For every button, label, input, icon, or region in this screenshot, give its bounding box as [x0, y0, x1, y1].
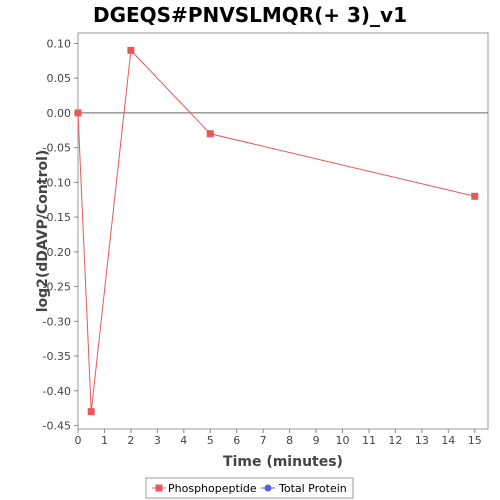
x-tick-label: 14 — [441, 434, 455, 447]
y-tick-label: -0.15 — [43, 211, 71, 224]
x-tick-label: 9 — [313, 434, 320, 447]
legend-label: Phosphopeptide — [168, 482, 257, 495]
legend-label: Total Protein — [278, 482, 347, 495]
y-tick-label: -0.40 — [43, 385, 71, 398]
x-tick-label: 6 — [233, 434, 240, 447]
legend-marker-square — [155, 484, 163, 492]
y-axis-label: log2(dDAVP/Control) — [35, 150, 51, 313]
data-point — [471, 192, 479, 200]
y-tick-label: -0.25 — [43, 281, 71, 294]
x-tick-label: 0 — [75, 434, 82, 447]
x-tick-label: 2 — [127, 434, 134, 447]
y-tick-label: -0.20 — [43, 246, 71, 259]
y-tick-label: 0.10 — [47, 37, 72, 50]
y-tick-label: -0.30 — [43, 315, 71, 328]
chart-title: DGEQS#PNVSLMQR(+ 3)_v1 — [93, 3, 407, 27]
x-tick-label: 1 — [101, 434, 108, 447]
x-axis-label: Time (minutes) — [223, 454, 343, 470]
y-tick-label: -0.10 — [43, 176, 71, 189]
x-axis: 0 1 2 3 4 5 6 7 8 9 10 11 12 13 14 15 — [75, 429, 482, 447]
x-tick-label: 7 — [260, 434, 267, 447]
series-lines — [74, 46, 479, 416]
y-tick-label: 0.05 — [47, 72, 72, 85]
x-tick-label: 11 — [362, 434, 376, 447]
data-point — [74, 109, 82, 117]
x-tick-label: 10 — [336, 434, 350, 447]
plot-area — [77, 32, 489, 430]
data-point — [127, 46, 135, 54]
x-tick-label: 13 — [415, 434, 429, 447]
data-point — [206, 130, 214, 138]
data-point — [87, 408, 95, 416]
x-tick-label: 3 — [154, 434, 161, 447]
y-tick-label: -0.45 — [43, 420, 71, 433]
y-tick-label: -0.05 — [43, 142, 71, 155]
x-tick-label: 15 — [468, 434, 482, 447]
x-tick-label: 8 — [286, 434, 293, 447]
legend-box — [145, 477, 354, 499]
y-tick-label: -0.35 — [43, 350, 71, 363]
y-tick-label: 0.00 — [47, 107, 72, 120]
x-tick-label: 4 — [180, 434, 187, 447]
legend: Phosphopeptide Total Protein — [145, 477, 354, 499]
legend-marker-circle — [264, 484, 272, 492]
x-tick-label: 5 — [207, 434, 214, 447]
x-tick-label: 12 — [388, 434, 402, 447]
